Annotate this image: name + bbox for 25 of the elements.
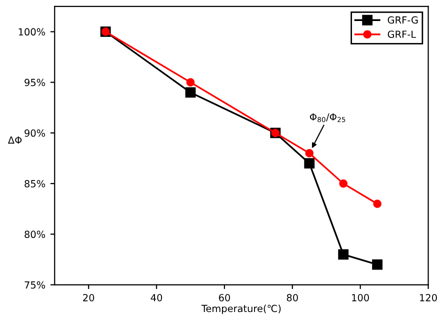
x-tick-label: 20 [83, 294, 94, 302]
point [339, 179, 348, 188]
point [304, 158, 315, 169]
x-tick-label: 120 [420, 294, 437, 302]
legend-label: GRF-G [388, 16, 418, 24]
point [338, 249, 349, 260]
x-tick-label: 60 [218, 294, 230, 302]
y-tick-label: 85% [24, 180, 46, 188]
y-tick-label: 95% [24, 78, 46, 86]
y-axis-title: ΔΦ [8, 136, 22, 144]
y-tick-label: 90% [24, 129, 46, 137]
point [186, 78, 195, 86]
x-axis-title: Temperature(℃) [201, 304, 281, 314]
x-tick-label: 80 [286, 294, 298, 302]
legend-label: GRF-L [388, 30, 416, 38]
y-tick-label: 80% [24, 230, 46, 238]
y-tick-label: 100% [18, 28, 46, 36]
point [372, 259, 383, 270]
annotation: Φ$_{80}$/Φ$_{25}$ [310, 113, 346, 122]
x-tick-label: 40 [150, 294, 162, 302]
x-tick-label: 100 [352, 294, 369, 302]
y-tick-label: 75% [24, 281, 46, 289]
point [373, 200, 382, 208]
point [185, 87, 196, 98]
point [305, 149, 314, 158]
